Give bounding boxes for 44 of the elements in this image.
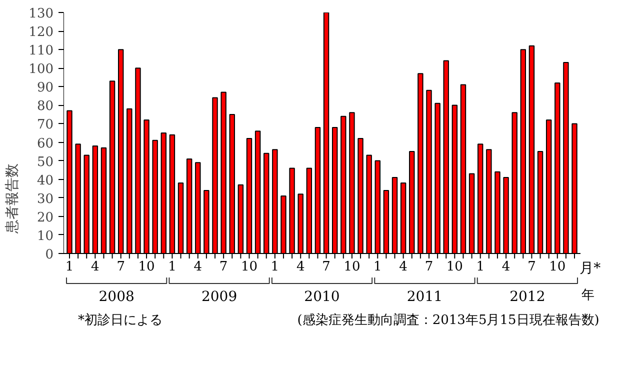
y-tick-label: 10 — [36, 228, 54, 244]
text: 年 — [581, 288, 594, 303]
y-tick-label: 30 — [36, 192, 54, 207]
x-tick-label: 10 — [240, 260, 258, 274]
y-tick-label: 0 — [45, 248, 54, 262]
x-tick-label: 1 — [270, 260, 280, 274]
y-tick-label: 80 — [36, 99, 54, 114]
x-tick-label: 1 — [168, 260, 176, 274]
x-tick-label: 4 — [502, 260, 510, 274]
x-tick-label: 1 — [476, 260, 484, 274]
x-tick-label: 1 — [374, 260, 382, 274]
x-tick-label: 10 — [446, 260, 463, 274]
x-tick-label: 10 — [344, 260, 360, 274]
text: 2009 — [201, 289, 238, 305]
x-tick-label: 7 — [424, 260, 434, 274]
text: (感染症発生動向調査：2013年5月15日現在報告数) — [297, 313, 600, 328]
x-tick-label: 4 — [296, 260, 305, 274]
y-tick-label: 20 — [36, 210, 54, 226]
text: *初診日による — [78, 313, 163, 328]
x-tick-label: 7 — [528, 260, 536, 274]
x-axis-title: 月* — [580, 260, 601, 276]
y-tick-label: 90 — [36, 80, 54, 96]
y-tick-label: 130 — [28, 6, 54, 22]
y-axis-title: 患者報告数 — [4, 164, 21, 234]
y-tick-label: 70 — [36, 118, 54, 133]
x-tick-label: 4 — [399, 260, 408, 274]
x-tick-label: 10 — [138, 260, 155, 274]
x-tick-label: 4 — [194, 260, 202, 274]
x-tick-label: 10 — [549, 260, 566, 274]
text: 2008 — [98, 289, 134, 305]
x-tick-label: 7 — [322, 260, 330, 274]
x-tick-label: 7 — [219, 260, 228, 274]
y-tick-label: 50 — [36, 154, 54, 170]
y-tick-label: 110 — [28, 44, 54, 59]
text: 2011 — [406, 289, 443, 305]
text: 2010 — [304, 289, 340, 305]
y-tick-label: 40 — [36, 173, 54, 188]
text: 2012 — [510, 289, 546, 305]
y-tick-label: 120 — [28, 25, 54, 40]
x-tick-label: 4 — [91, 260, 100, 274]
x-tick-label: 1 — [65, 260, 74, 274]
y-tick-label: 100 — [28, 62, 54, 78]
x-tick-label: 7 — [116, 260, 125, 274]
y-tick-label: 60 — [36, 136, 54, 152]
